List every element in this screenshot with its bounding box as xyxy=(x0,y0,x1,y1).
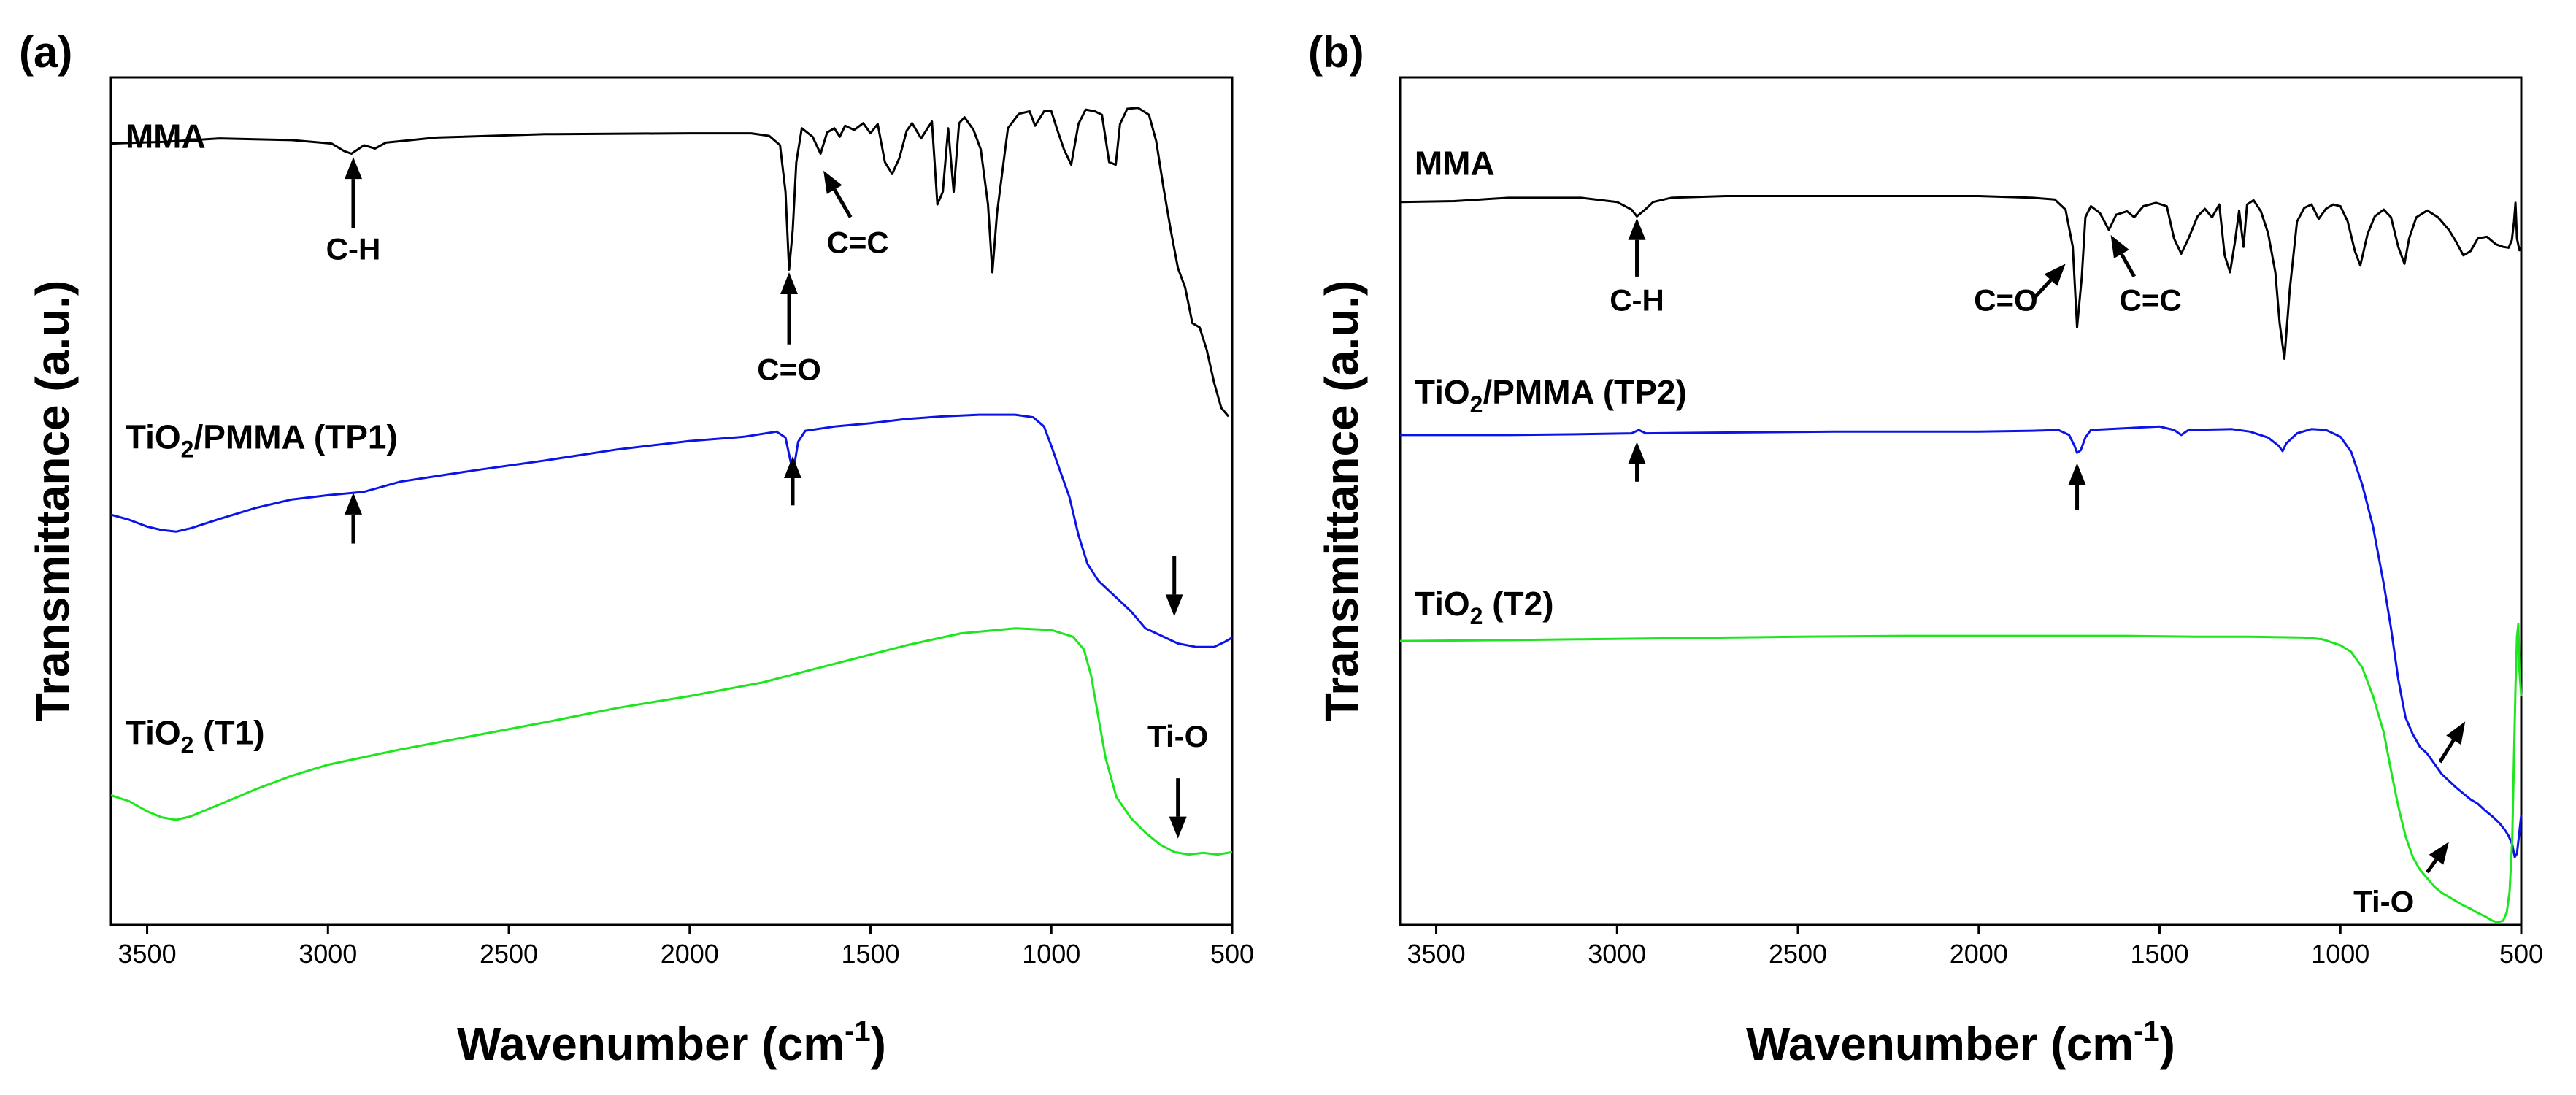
panel-a-x-ticks xyxy=(146,925,1234,934)
panel-a-x-tick-labels: 3500 3000 2500 2000 1500 1000 500 xyxy=(118,939,1255,969)
panel-a-x-tick-label-1000: 1000 xyxy=(1022,939,1080,969)
panel-a-x-tick-label-1500: 1500 xyxy=(841,939,899,969)
panel-b-curve-mma xyxy=(1399,195,2523,360)
panel-b-annotation-arrowhead-0 xyxy=(1628,218,1646,240)
panel-b-y-axis-title: Transmittance (a.u.) xyxy=(1315,280,1368,722)
panel-a-x-axis-title-sup: -1 xyxy=(845,1015,871,1048)
panel-b-annotation-arrowhead-3 xyxy=(1628,442,1646,464)
panel-a-annotation-label-ti-o: Ti-O xyxy=(1147,719,1208,753)
panel-b-x-axis-title-close: ) xyxy=(2160,1018,2175,1070)
panel-b-series-label-tio2-t2: TiO2 (T2) xyxy=(1415,585,1554,629)
panel-a-x-tick-label-2500: 2500 xyxy=(480,939,538,969)
panel-a-plot-frame xyxy=(109,76,1234,926)
panel-b-x-tick-label-2000: 2000 xyxy=(1950,939,2008,969)
panel-a-x-axis-title: Wavenumber (cm-1) xyxy=(457,1015,886,1070)
panel-a-letter: (a) xyxy=(19,28,72,77)
panel-a-annotations: C-H C=O C=C Ti-O xyxy=(326,157,1208,839)
panel-b-x-tick-label-3500: 3500 xyxy=(1407,939,1466,969)
panel-a-x-tick-label-500: 500 xyxy=(1210,939,1254,969)
panel-a-x-axis-title-close: ) xyxy=(871,1018,886,1070)
panel-a-annotation-arrowhead-6 xyxy=(1169,816,1187,839)
panel-a-x-tick-label-3000: 3000 xyxy=(299,939,357,969)
panel-b-letter: (b) xyxy=(1308,28,1364,77)
panel-a-series-label-tio2-t1: TiO2 (T1) xyxy=(126,714,265,758)
panel-b-annotation-arrow-2 xyxy=(2120,253,2137,278)
panel-a-annotation-arrow-2 xyxy=(833,188,853,218)
panel-b-series-labels: MMA TiO2/PMMA (TP2) TiO2 (T2) xyxy=(1415,145,1687,630)
panel-b-annotation-arrow-6 xyxy=(2426,858,2438,874)
panel-a-annotation-arrowhead-3 xyxy=(345,492,362,515)
panel-a-x-tick-label-3500: 3500 xyxy=(118,939,177,969)
panel-b-x-ticks xyxy=(1435,925,2523,934)
panel-b-annotation-arrowhead-6 xyxy=(2429,842,2449,865)
panel-b-annotation-arrow-1 xyxy=(2031,278,2053,301)
panel-b-curve-tio2-pmma-tp2 xyxy=(1400,425,2523,858)
panel-b-x-axis-title: Wavenumber (cm-1) xyxy=(1746,1015,2175,1070)
panel-b-x-tick-label-1500: 1500 xyxy=(2130,939,2188,969)
panel-b-annotation-label-c-o: C=O xyxy=(1974,283,2038,317)
panel-b-x-axis-title-sup: -1 xyxy=(2134,1015,2160,1048)
panel-b-series-label-tio2-pmma-tp2: TiO2/PMMA (TP2) xyxy=(1415,373,1687,418)
panel-b-x-tick-label-3000: 3000 xyxy=(1588,939,1646,969)
panel-a-series-labels: MMA TiO2/PMMA (TP1) TiO2 (T1) xyxy=(126,117,398,758)
panel-a-annotation-arrowhead-4 xyxy=(784,456,801,478)
panel-b-annotation-label-ti-o: Ti-O xyxy=(2353,885,2414,919)
panel-b-annotation-arrowhead-2 xyxy=(2110,234,2129,258)
panel-a-annotation-arrowhead-0 xyxy=(345,157,362,180)
panel-b-annotation-arrowhead-1 xyxy=(2044,264,2066,286)
panel-a-annotation-arrowhead-5 xyxy=(1165,594,1183,617)
panel-b-annotation-label-c-h: C-H xyxy=(1610,283,1664,317)
panel-b-series-label-mma: MMA xyxy=(1415,145,1495,182)
panel-a-y-axis-title: Transmittance (a.u.) xyxy=(26,280,79,722)
panel-a-annotation-label-c-o: C=O xyxy=(757,352,821,386)
panel-b-x-tick-label-2500: 2500 xyxy=(1769,939,1827,969)
panel-a-annotation-arrowhead-1 xyxy=(780,272,798,294)
panel-a-annotation-label-c-c: C=C xyxy=(827,225,889,259)
panel-a-curve-tio2-t1 xyxy=(110,627,1233,856)
panel-a-series-label-tio2-pmma-tp1: TiO2/PMMA (TP1) xyxy=(126,418,398,463)
panel-b: (b) 3500 3000 2500 2000 1500 1000 500 MMA TiO2/… xyxy=(1308,28,2543,1070)
panel-a-curves xyxy=(110,107,1233,856)
panel-b-x-tick-label-1000: 1000 xyxy=(2311,939,2369,969)
panel-b-curve-tio2-t2 xyxy=(1399,623,2523,923)
panel-b-annotations: C-H C=O C=C Ti-O xyxy=(1610,218,2466,919)
panel-b-curves xyxy=(1399,195,2523,923)
panel-a-annotation-label-c-h: C-H xyxy=(326,232,381,266)
panel-b-x-tick-labels: 3500 3000 2500 2000 1500 1000 500 xyxy=(1407,939,2544,969)
panel-a-curve-mma xyxy=(110,107,1230,418)
panel-b-x-tick-label-500: 500 xyxy=(2499,939,2543,969)
panel-a-curve-tio2-pmma-tp1 xyxy=(110,413,1233,648)
panel-b-annotation-arrowhead-5 xyxy=(2446,721,2466,745)
panel-a-series-label-mma: MMA xyxy=(126,117,206,155)
panel-b-annotation-label-c-c: C=C xyxy=(2120,283,2182,317)
panel-b-annotation-arrow-5 xyxy=(2438,739,2456,764)
panel-a: (a) 3500 3000 2500 2000 1500 1000 500 MMA TiO2/… xyxy=(19,28,1254,1070)
panel-b-plot-frame xyxy=(1399,76,2523,926)
panel-b-annotation-arrowhead-4 xyxy=(2068,463,2086,485)
panel-a-annotation-arrowhead-2 xyxy=(823,170,842,194)
panel-a-x-tick-label-2000: 2000 xyxy=(661,939,719,969)
